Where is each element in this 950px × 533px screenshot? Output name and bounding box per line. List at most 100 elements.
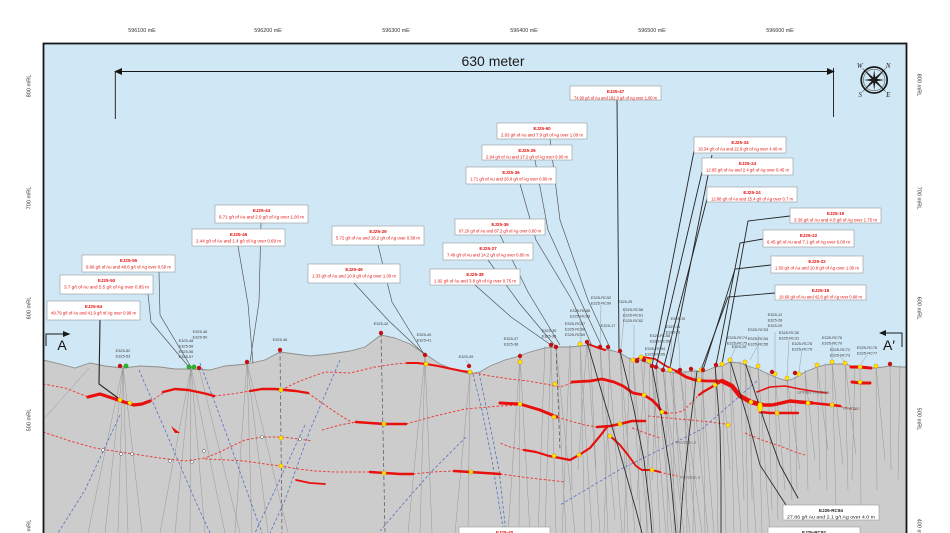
svg-text:E325-46: E325-46 xyxy=(273,337,288,342)
svg-text:EJ25-24: EJ25-24 xyxy=(743,190,761,195)
svg-text:18.34 g/t of Au and 22.9 g/t o: 18.34 g/t of Au and 22.9 g/t of Ag over … xyxy=(698,147,783,152)
svg-text:E325-53: E325-53 xyxy=(116,353,131,358)
svg-text:E325-RC76: E325-RC76 xyxy=(822,335,842,340)
svg-text:EJ25-22: EJ25-22 xyxy=(808,259,826,264)
svg-text:EJ25-50: EJ25-50 xyxy=(98,278,116,283)
svg-text:EJ25-24: EJ25-24 xyxy=(739,161,757,166)
svg-text:EJ25-49: EJ25-49 xyxy=(345,267,363,272)
svg-text:EJ25-26: EJ25-26 xyxy=(518,148,536,153)
svg-text:E325-RC59: E325-RC59 xyxy=(650,338,670,343)
svg-text:87.20 g/t of Au and 87.2 g/t o: 87.20 g/t of Au and 87.2 g/t of Ag over … xyxy=(459,229,541,234)
svg-text:PAVONA: PAVONA xyxy=(843,406,860,411)
svg-text:600 mRL: 600 mRL xyxy=(916,297,922,320)
svg-text:E325-RC58: E325-RC58 xyxy=(650,333,670,338)
svg-text:E325-RC62: E325-RC62 xyxy=(623,318,643,323)
svg-text:EJ25-19: EJ25-19 xyxy=(827,211,845,216)
svg-text:1.92 g/t of Au and 3.8 g/t of: 1.92 g/t of Au and 3.8 g/t of Ag over 0.… xyxy=(434,279,517,284)
svg-text:EJ25-36: EJ25-36 xyxy=(491,222,509,227)
svg-text:E325-48: E325-48 xyxy=(193,329,208,334)
svg-text:EJ25-34: EJ25-34 xyxy=(731,140,749,145)
svg-text:E325-RC75: E325-RC75 xyxy=(792,346,812,351)
svg-text:E325-RC95: E325-RC95 xyxy=(645,351,665,356)
svg-text:E325-RC77: E325-RC77 xyxy=(857,350,877,355)
svg-text:E325-RC74: E325-RC74 xyxy=(727,335,748,340)
svg-text:596200 mE: 596200 mE xyxy=(254,28,282,34)
svg-text:E325-RC67: E325-RC67 xyxy=(565,321,585,326)
svg-text:6.45 g/t of Au and 7.1 g/t of: 6.45 g/t of Au and 7.1 g/t of Ag over 6.… xyxy=(767,240,851,245)
svg-text:E325-RC72: E325-RC72 xyxy=(830,347,850,352)
svg-text:E325-RC73: E325-RC73 xyxy=(830,352,850,357)
svg-text:E325-23: E325-23 xyxy=(666,329,681,334)
svg-text:E325-37: E325-37 xyxy=(504,336,519,341)
svg-text:E325-25: E325-25 xyxy=(732,344,747,349)
svg-text:E325-17: E325-17 xyxy=(601,323,616,328)
svg-text:800 mRL: 800 mRL xyxy=(916,74,922,97)
svg-text:E325-RC58: E325-RC58 xyxy=(623,307,643,312)
svg-text:N: N xyxy=(885,63,891,70)
svg-text:UPPER PAVONA: UPPER PAVONA xyxy=(797,390,830,395)
svg-text:E325-40: E325-40 xyxy=(417,332,433,337)
svg-text:E325-RC69: E325-RC69 xyxy=(565,332,585,337)
svg-text:E325-41: E325-41 xyxy=(417,337,432,342)
svg-text:596600 mE: 596600 mE xyxy=(766,28,794,34)
svg-text:700 mRL: 700 mRL xyxy=(916,187,922,210)
svg-text:E325-12: E325-12 xyxy=(768,312,783,317)
svg-text:1.33 g/t of Au and 10.9 g/t of: 1.33 g/t of Au and 10.9 g/t of Ag over 1… xyxy=(312,274,397,279)
svg-text:E325-57: E325-57 xyxy=(179,354,194,359)
svg-text:E325-19: E325-19 xyxy=(671,316,686,321)
svg-text:E325-RC68: E325-RC68 xyxy=(565,326,585,331)
svg-text:E325-52: E325-52 xyxy=(116,348,131,353)
svg-text:EJ25-60: EJ25-60 xyxy=(533,126,551,131)
svg-text:EJ25-47: EJ25-47 xyxy=(607,89,625,94)
svg-text:E325-36: E325-36 xyxy=(542,333,557,338)
svg-text:3.7 g/t of Au and 5.5 g/t of A: 3.7 g/t of Au and 5.5 g/t of Ag over 0.8… xyxy=(64,285,150,290)
svg-text:1.50 g/t of Au and 10.8 g/t of: 1.50 g/t of Au and 10.8 g/t of Ag over 1… xyxy=(775,266,860,271)
svg-text:S: S xyxy=(858,92,862,99)
svg-text:EJ25-22: EJ25-22 xyxy=(800,233,818,238)
svg-text:E325-RC94: E325-RC94 xyxy=(645,346,666,351)
svg-text:E325-RC75: E325-RC75 xyxy=(727,340,747,345)
svg-text:E325-42: E325-42 xyxy=(374,321,389,326)
svg-text:E325-RC54: E325-RC54 xyxy=(748,336,769,341)
svg-text:12.88 g/t of Au and 15.4 g/t o: 12.88 g/t of Au and 15.4 g/t of Ag over … xyxy=(711,197,794,202)
svg-text:E325-RC30: E325-RC30 xyxy=(779,330,800,335)
svg-text:EJ25-38: EJ25-38 xyxy=(466,272,484,277)
svg-text:500 mRL: 500 mRL xyxy=(27,409,33,432)
svg-text:EJ25-RC92: EJ25-RC92 xyxy=(802,530,826,533)
svg-text:2.63 g/t of Au and 7.9 g/t of: 2.63 g/t of Au and 7.9 g/t of Ag over 1.… xyxy=(501,133,584,138)
svg-text:W: W xyxy=(857,63,864,70)
svg-text:EJ25-RC94: EJ25-RC94 xyxy=(819,508,843,513)
svg-text:19.66 g/t of Au and 42.6 g/t o: 19.66 g/t of Au and 42.6 g/t of Ag over … xyxy=(779,295,862,300)
svg-text:E325-39: E325-39 xyxy=(459,354,474,359)
svg-text:6.66 g/t of Au and 48.6 g/t of: 6.66 g/t of Au and 48.6 g/t of Ag over 0… xyxy=(86,265,172,270)
svg-text:500 mRL: 500 mRL xyxy=(916,408,922,431)
svg-text:E325-35: E325-35 xyxy=(542,328,557,333)
svg-text:400 mRL: 400 mRL xyxy=(916,519,922,533)
svg-text:PAVONA 2: PAVONA 2 xyxy=(676,440,697,445)
svg-text:EJ25-55: EJ25-55 xyxy=(120,258,138,263)
svg-text:E325-RC76: E325-RC76 xyxy=(857,345,877,350)
svg-text:E325-58: E325-58 xyxy=(179,343,194,348)
svg-text:49.79 g/t of Au and 41.9 g/t o: 49.79 g/t of Au and 41.9 g/t of Ag over … xyxy=(51,311,137,316)
svg-text:EJ25-46: EJ25-46 xyxy=(230,232,248,237)
svg-text:27.86 g/t Au and 2.1 g/t Ag ov: 27.86 g/t Au and 2.1 g/t Ag over 4.0 m xyxy=(787,515,876,520)
svg-text:2.44 g/t of Au and 1.4 g/t of: 2.44 g/t of Au and 1.4 g/t of Ag over 0.… xyxy=(196,239,282,244)
svg-text:700 mRL: 700 mRL xyxy=(27,187,33,210)
svg-text:A: A xyxy=(57,337,67,353)
svg-text:1.71 g/t of Au and 28.9 g/t of: 1.71 g/t of Au and 28.9 g/t of Ag over 0… xyxy=(470,177,553,182)
svg-text:EJ25-44: EJ25-44 xyxy=(253,208,271,213)
svg-text:E325-RC90: E325-RC90 xyxy=(591,300,612,305)
svg-text:E325-RC53: E325-RC53 xyxy=(748,327,768,332)
svg-text:E325-16: E325-16 xyxy=(666,324,681,329)
svg-text:E325-RC88: E325-RC88 xyxy=(570,308,590,313)
svg-text:7.49 g/t of Au and 14.2 g/t of: 7.49 g/t of Au and 14.2 g/t of Ag over 0… xyxy=(447,253,530,258)
svg-text:E325-48: E325-48 xyxy=(179,338,194,343)
svg-text:EJ25-36: EJ25-36 xyxy=(502,170,520,175)
svg-text:E325-50: E325-50 xyxy=(193,334,209,339)
svg-text:74.90 g/t of Au and 182.0 g/t: 74.90 g/t of Au and 182.0 g/t of Ag over… xyxy=(574,96,657,101)
svg-text:EJ25-40: EJ25-40 xyxy=(496,530,514,533)
svg-text:E325-25: E325-25 xyxy=(618,299,633,304)
svg-text:E325-RC61: E325-RC61 xyxy=(623,312,643,317)
svg-text:3.36 g/t of Au and 4.8 g/t of: 3.36 g/t of Au and 4.8 g/t of Ag over 1.… xyxy=(794,218,878,223)
svg-text:E325-RC78: E325-RC78 xyxy=(792,341,812,346)
